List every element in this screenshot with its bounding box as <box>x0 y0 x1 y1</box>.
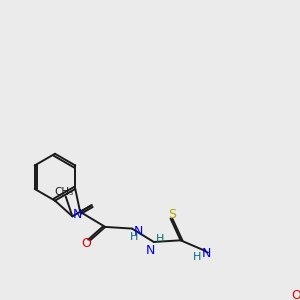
Text: N: N <box>202 247 211 260</box>
Text: H: H <box>130 232 138 242</box>
Text: O: O <box>291 289 300 300</box>
Text: N: N <box>73 208 82 221</box>
Text: O: O <box>81 237 91 250</box>
Text: N: N <box>146 244 155 257</box>
Text: N: N <box>134 225 143 238</box>
Text: CH₃: CH₃ <box>54 187 74 197</box>
Text: H: H <box>156 234 165 244</box>
Text: S: S <box>168 208 176 221</box>
Text: H: H <box>193 252 202 262</box>
